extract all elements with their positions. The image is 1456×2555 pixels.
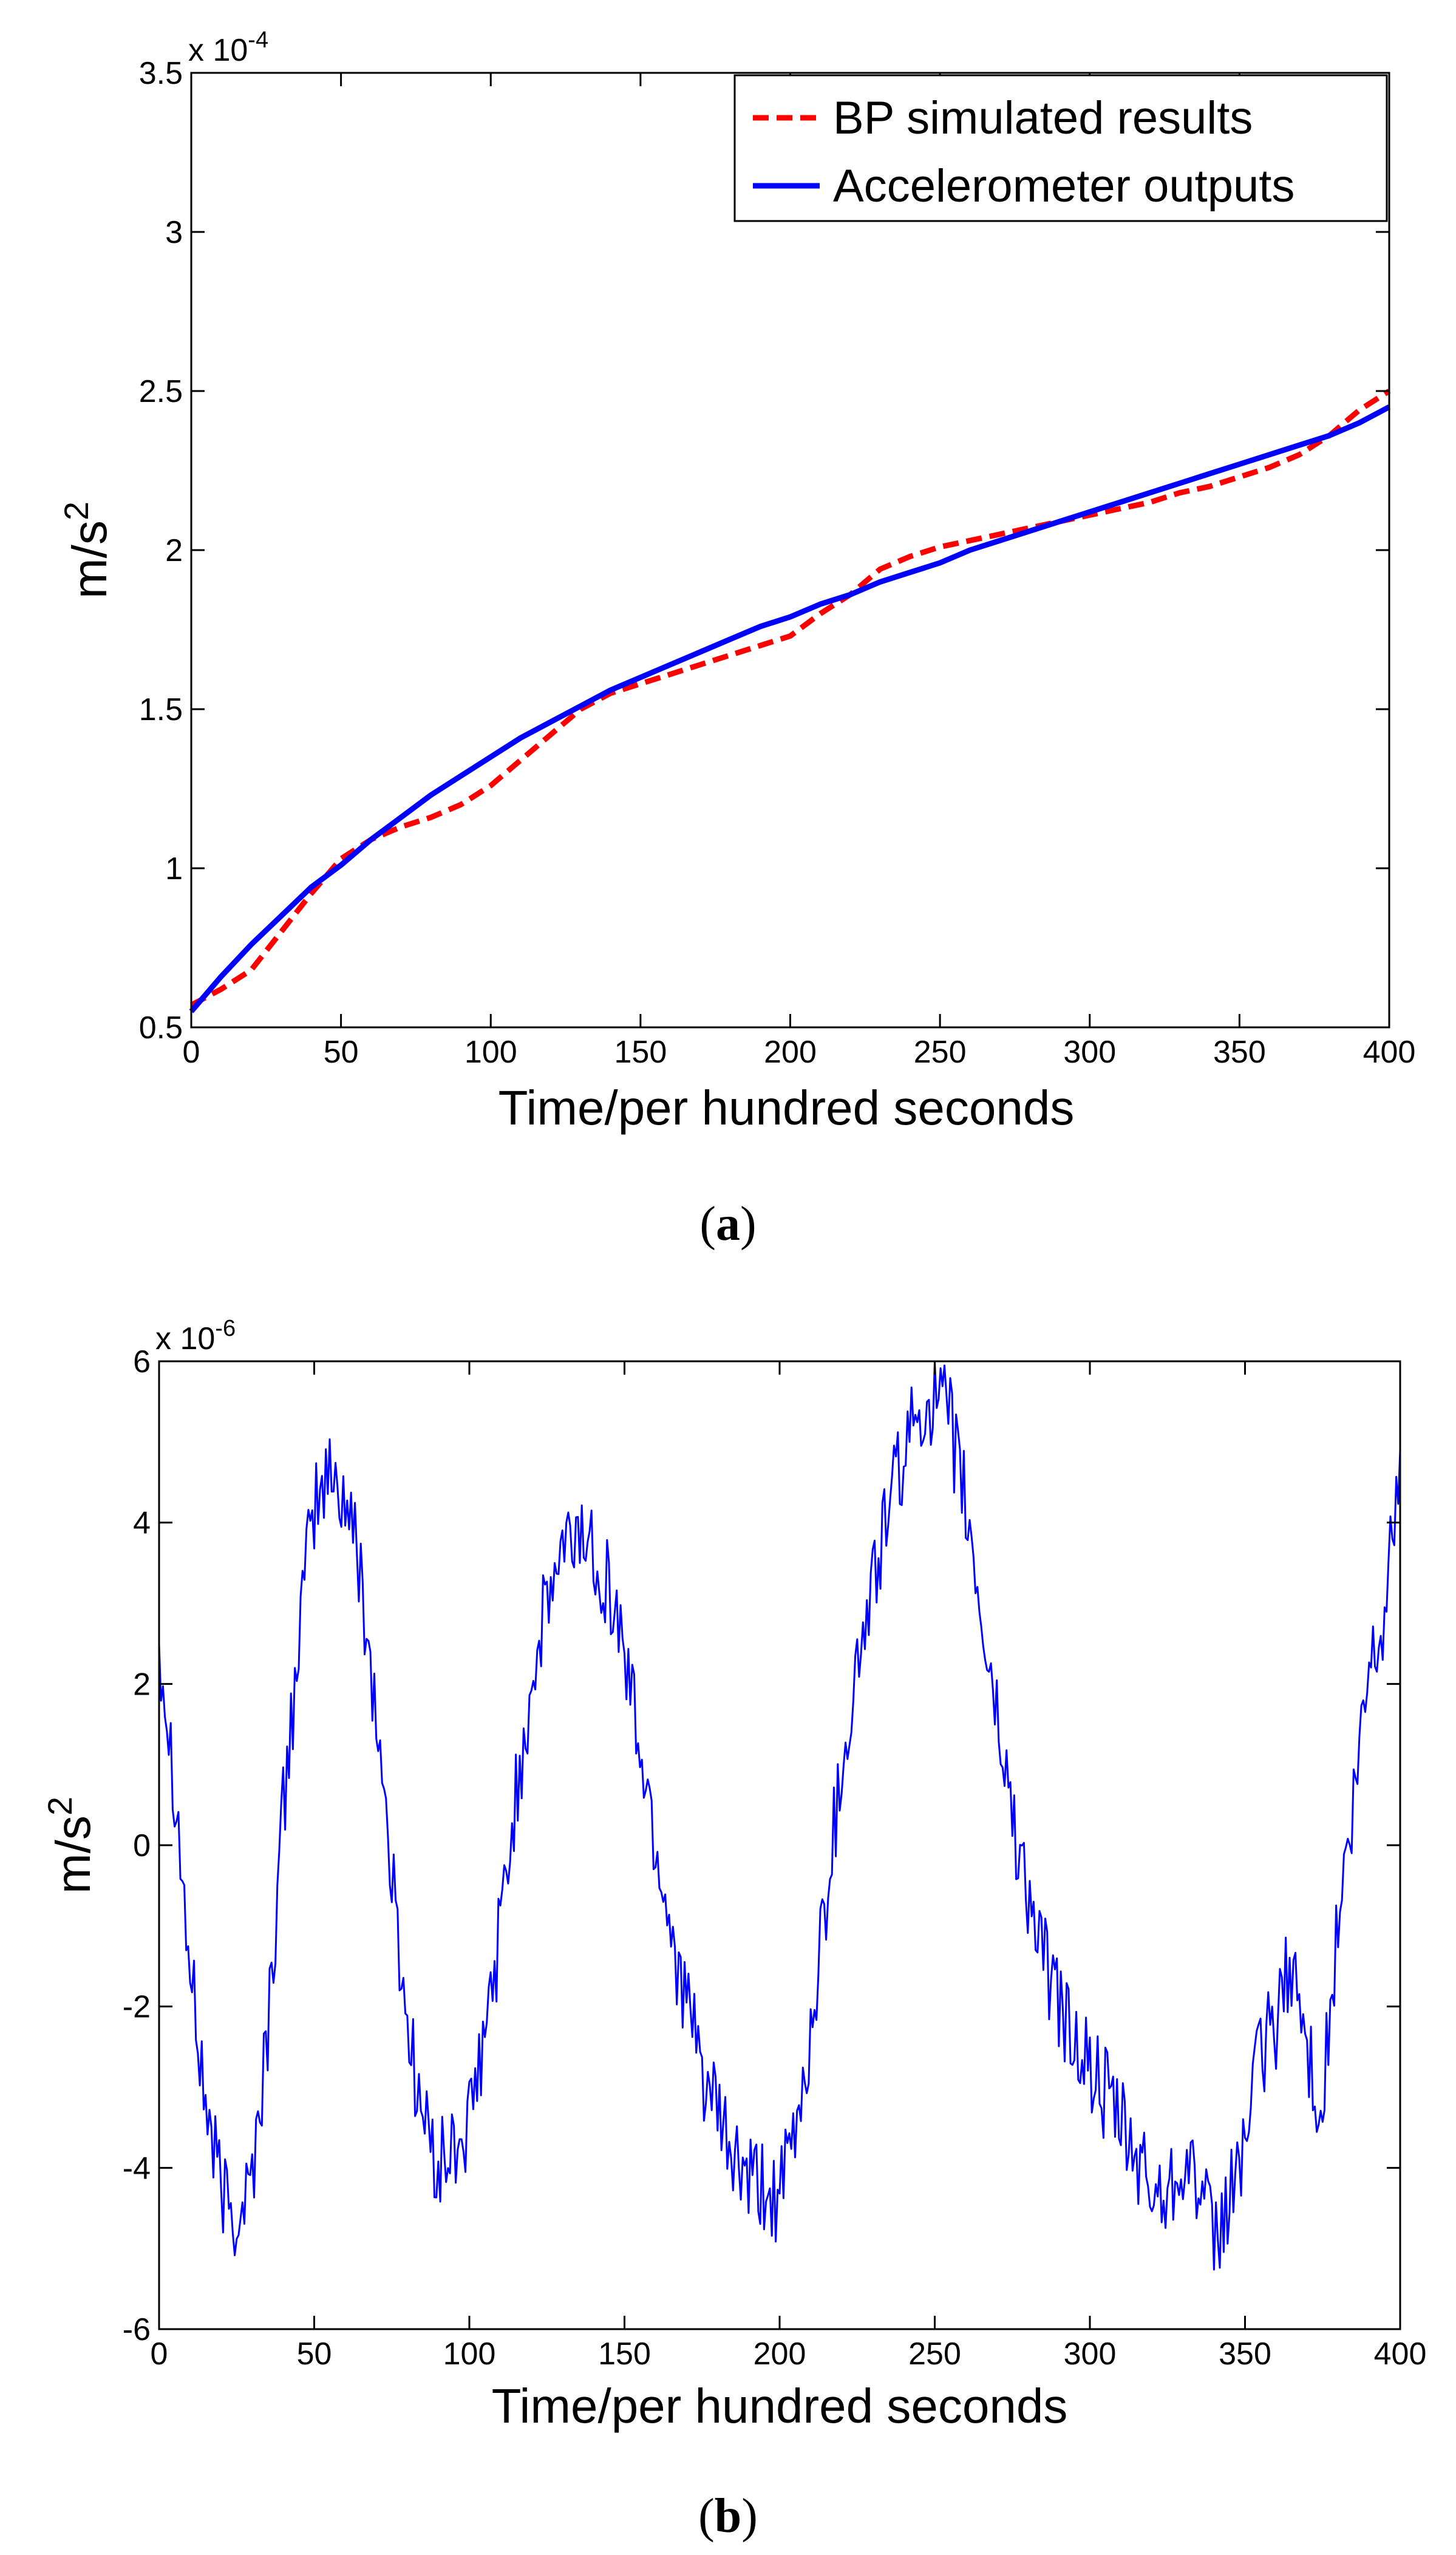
- panel-b-chart: 0 50 100 150 200 250 300 350 400 -6 -4 -2 0 2 4 6 x 10-…: [41, 1316, 1426, 2543]
- panel-b-y-tick-label: -6: [123, 2312, 151, 2347]
- panel-b-x-tick-label: 0: [151, 2336, 168, 2372]
- panel-a-x-tick-label: 100: [464, 1035, 517, 1070]
- panel-b-series-lines: [158, 1360, 1401, 2271]
- legend-label-bp-simulated: BP simulated results: [833, 92, 1253, 144]
- panel-a-x-tick-label: 200: [764, 1035, 817, 1070]
- panel-a-y-tick-label: 2: [165, 533, 183, 568]
- panel-a-y-multiplier: x 10-4: [188, 27, 268, 68]
- panel-a-x-tick-label: 350: [1213, 1035, 1266, 1070]
- panel-a-x-axis-label: Time/per hundred seconds: [498, 1081, 1075, 1135]
- panel-a-series-line-1: [189, 404, 1391, 1013]
- panel-a-x-tick-label: 50: [324, 1035, 359, 1070]
- panel-b-caption: (b): [698, 2489, 758, 2543]
- panel-b-series-line-0: [158, 1360, 1401, 2271]
- panel-a-y-tick-label: 1: [165, 851, 183, 886]
- panel-a-x-tick-label: 250: [914, 1035, 967, 1070]
- panel-a-x-tick-label: 400: [1363, 1035, 1416, 1070]
- panel-a-legend-box: [733, 74, 1388, 222]
- panel-b-ticks: 0 50 100 150 200 250 300 350 400 -6 -4 -2 0 2 4 6: [123, 1344, 1427, 2372]
- panel-b-x-tick-label: 250: [908, 2336, 961, 2372]
- panel-b-y-tick-label: -2: [123, 1990, 151, 2025]
- panel-b-y-tick-label: -4: [123, 2151, 151, 2186]
- panel-a-y-tick-label: 1.5: [139, 692, 183, 727]
- panel-a-x-tick-label: 0: [183, 1035, 200, 1070]
- panel-a-y-tick-label: 0.5: [139, 1010, 183, 1046]
- panel-a-y-tick-label: 3: [165, 215, 183, 250]
- panel-a-caption: (a): [699, 1197, 756, 1251]
- panel-a-ticks: 0 50 100 150 200 250 300 350 400 0.5 1 1.5 2 2.5 3 3.5: [139, 56, 1416, 1070]
- legend-label-accelerometer: Accelerometer outputs: [833, 160, 1294, 212]
- panel-a-legend: BP simulated results Accelerometer outpu…: [733, 74, 1388, 222]
- panel-b-y-tick-label: 2: [133, 1667, 151, 1702]
- panel-b-y-tick-label: 6: [133, 1344, 151, 1380]
- panel-b-x-tick-label: 350: [1219, 2336, 1271, 2372]
- panel-b-x-axis-label: Time/per hundred seconds: [492, 2379, 1068, 2433]
- panel-b-x-tick-label: 300: [1064, 2336, 1117, 2372]
- panel-a-chart: 0 50 100 150 200 250 300 350 4000.511.522.533.5 …: [57, 27, 1415, 1251]
- panel-b-y-tick-label: 4: [133, 1506, 151, 1541]
- panel-b-x-tick-label: 100: [443, 2336, 496, 2372]
- panel-a-series-lines: [189, 389, 1391, 1013]
- panel-b-x-tick-label: 200: [754, 2336, 806, 2372]
- panel-a-y-axis-label: m/s2: [57, 502, 117, 599]
- panel-a-series-line-0: [189, 389, 1391, 1008]
- panel-b-x-tick-label: 50: [297, 2336, 332, 2372]
- panel-a-y-tick-label: 3.5: [139, 56, 183, 91]
- panel-b-y-axis-label: m/s2: [41, 1797, 100, 1894]
- panel-b-x-tick-label: 150: [598, 2336, 651, 2372]
- panel-a-y-tick-label: 2.5: [139, 374, 183, 409]
- panel-b-x-tick-label: 400: [1374, 2336, 1427, 2372]
- panel-a-x-tick-label: 150: [614, 1035, 667, 1070]
- panel-b-y-multiplier: x 10-6: [155, 1316, 236, 1356]
- panel-a-x-tick-label: 300: [1063, 1035, 1116, 1070]
- panel-b-y-tick-label: 0: [133, 1828, 151, 1863]
